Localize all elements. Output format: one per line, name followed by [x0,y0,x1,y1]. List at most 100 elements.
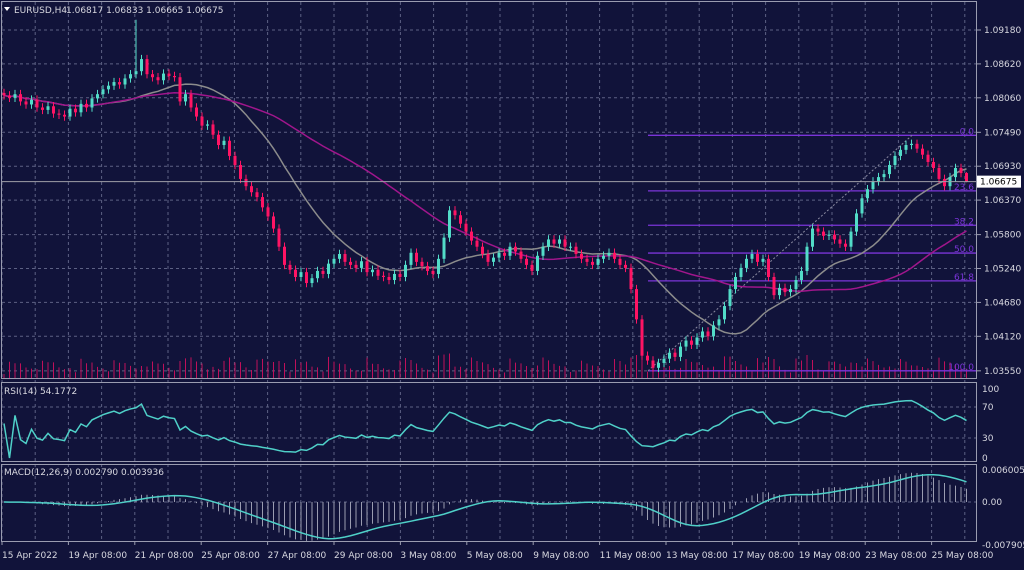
candle-bull [404,264,407,277]
price-axis[interactable]: 1.09180 1.08620 1.08060 1.07490 1.06930 1.063… [977,26,1024,551]
candle-bull [789,289,792,293]
candle-bear [459,215,462,224]
candle-bear [706,331,710,337]
fibo-level-label: 0.0 [960,127,975,137]
candle-bull [68,108,72,117]
candle-bear [420,261,424,267]
time-tick-label: 11 May 08:00 [600,551,662,561]
candle-bear [646,355,649,361]
candle-bear [943,178,946,187]
candle-bear [932,161,935,169]
candle-bull [668,352,671,359]
candle-bear [426,266,429,271]
candle-bull [123,78,127,85]
candle-bear [580,253,583,259]
candle-bull [162,73,165,81]
candle-bear [937,168,941,179]
candle-bear [772,276,776,296]
candle-bear [305,272,308,284]
candle-bear [486,253,490,262]
candle-bull [79,103,83,113]
candle-bear [525,258,528,265]
candle-bear [266,207,270,217]
candle-bull [871,181,875,190]
candle-bear [690,340,693,345]
time-tick-label: 21 Apr 08:00 [135,551,194,561]
candle-bull [734,276,737,290]
candle-bull [827,234,831,236]
candle-bear [464,223,468,232]
candle-bear [57,113,61,115]
candle-bull [888,164,891,175]
candle-bear [921,148,924,155]
candle-bull [558,239,561,244]
candles [2,19,976,373]
candle-bear [151,74,154,78]
candle-bull [497,252,501,258]
candle-bull [954,168,957,178]
candle-bear [145,59,149,75]
moving-averages [3,83,967,335]
candle-bull [684,340,688,347]
candle-bear [272,216,275,229]
candle-bull [596,258,600,265]
price-tick-label: 1.06930 [984,162,1021,172]
candle-bear [244,178,248,187]
candle-bull [910,143,913,146]
time-tick-label: 27 Apr 08:00 [268,551,327,561]
candle-bull [800,270,803,281]
candle-bull [101,89,105,95]
main-pane-frame [1,1,977,379]
candle-bear [211,124,215,135]
candle-bear [228,140,231,156]
macd-tick-label: 0.00 [982,498,1002,508]
candle-bull [761,258,765,262]
time-axis[interactable]: 15 Apr 2022 19 Apr 08:00 21 Apr 08:00 25 Ap… [1,541,994,561]
candle-bull [46,106,50,110]
candle-bear [250,186,253,193]
macd-pane [3,472,967,541]
candle-bear [651,360,655,368]
candle-bull [206,124,209,126]
candle-bull [728,289,732,307]
candle-bull [794,280,798,290]
price-tick-label: 1.09180 [984,26,1021,36]
candle-bull [860,198,864,214]
candle-bull [112,82,116,86]
fibo-trendline [647,134,913,372]
candle-bull [437,258,440,274]
candle-bull [849,231,853,247]
candle-bull [371,269,374,273]
candle-bull [360,261,363,268]
candle-bear [24,101,28,105]
candle-bear [585,258,589,262]
candle-bear [530,264,534,271]
rsi-pane-frame [1,382,977,462]
rsi-tick-label: 70 [982,403,994,413]
time-tick-label: 25 Apr 08:00 [201,551,260,561]
candle-bull [602,255,605,259]
candle-bear [217,134,220,146]
candle-bear [431,270,435,274]
candle-bear [382,275,385,277]
candle-bull [745,258,748,268]
candle-bull [541,246,545,256]
candle-bear [156,77,160,81]
candle-bull [442,237,446,259]
rsi-pane [3,399,967,459]
dropdown-triangle-icon[interactable] [4,7,10,11]
candle-bear [178,77,182,102]
candle-bull [739,267,743,277]
time-tick-label: 19 Apr 08:00 [68,551,127,561]
ohlc-readout: 1.06817 1.06833 1.06665 1.06675 [66,6,223,16]
candle-bear [8,95,11,98]
symbol-header[interactable]: EURUSD,H4 1.06817 1.06833 1.06665 1.0667… [4,6,223,16]
time-tick-label: 13 May 08:00 [666,551,728,561]
candle-bear [167,73,171,77]
candle-bear [915,143,919,149]
candle-bull [338,253,341,259]
candle-bear [19,94,22,102]
candle-bear [365,261,369,273]
candle-bull [866,189,869,199]
